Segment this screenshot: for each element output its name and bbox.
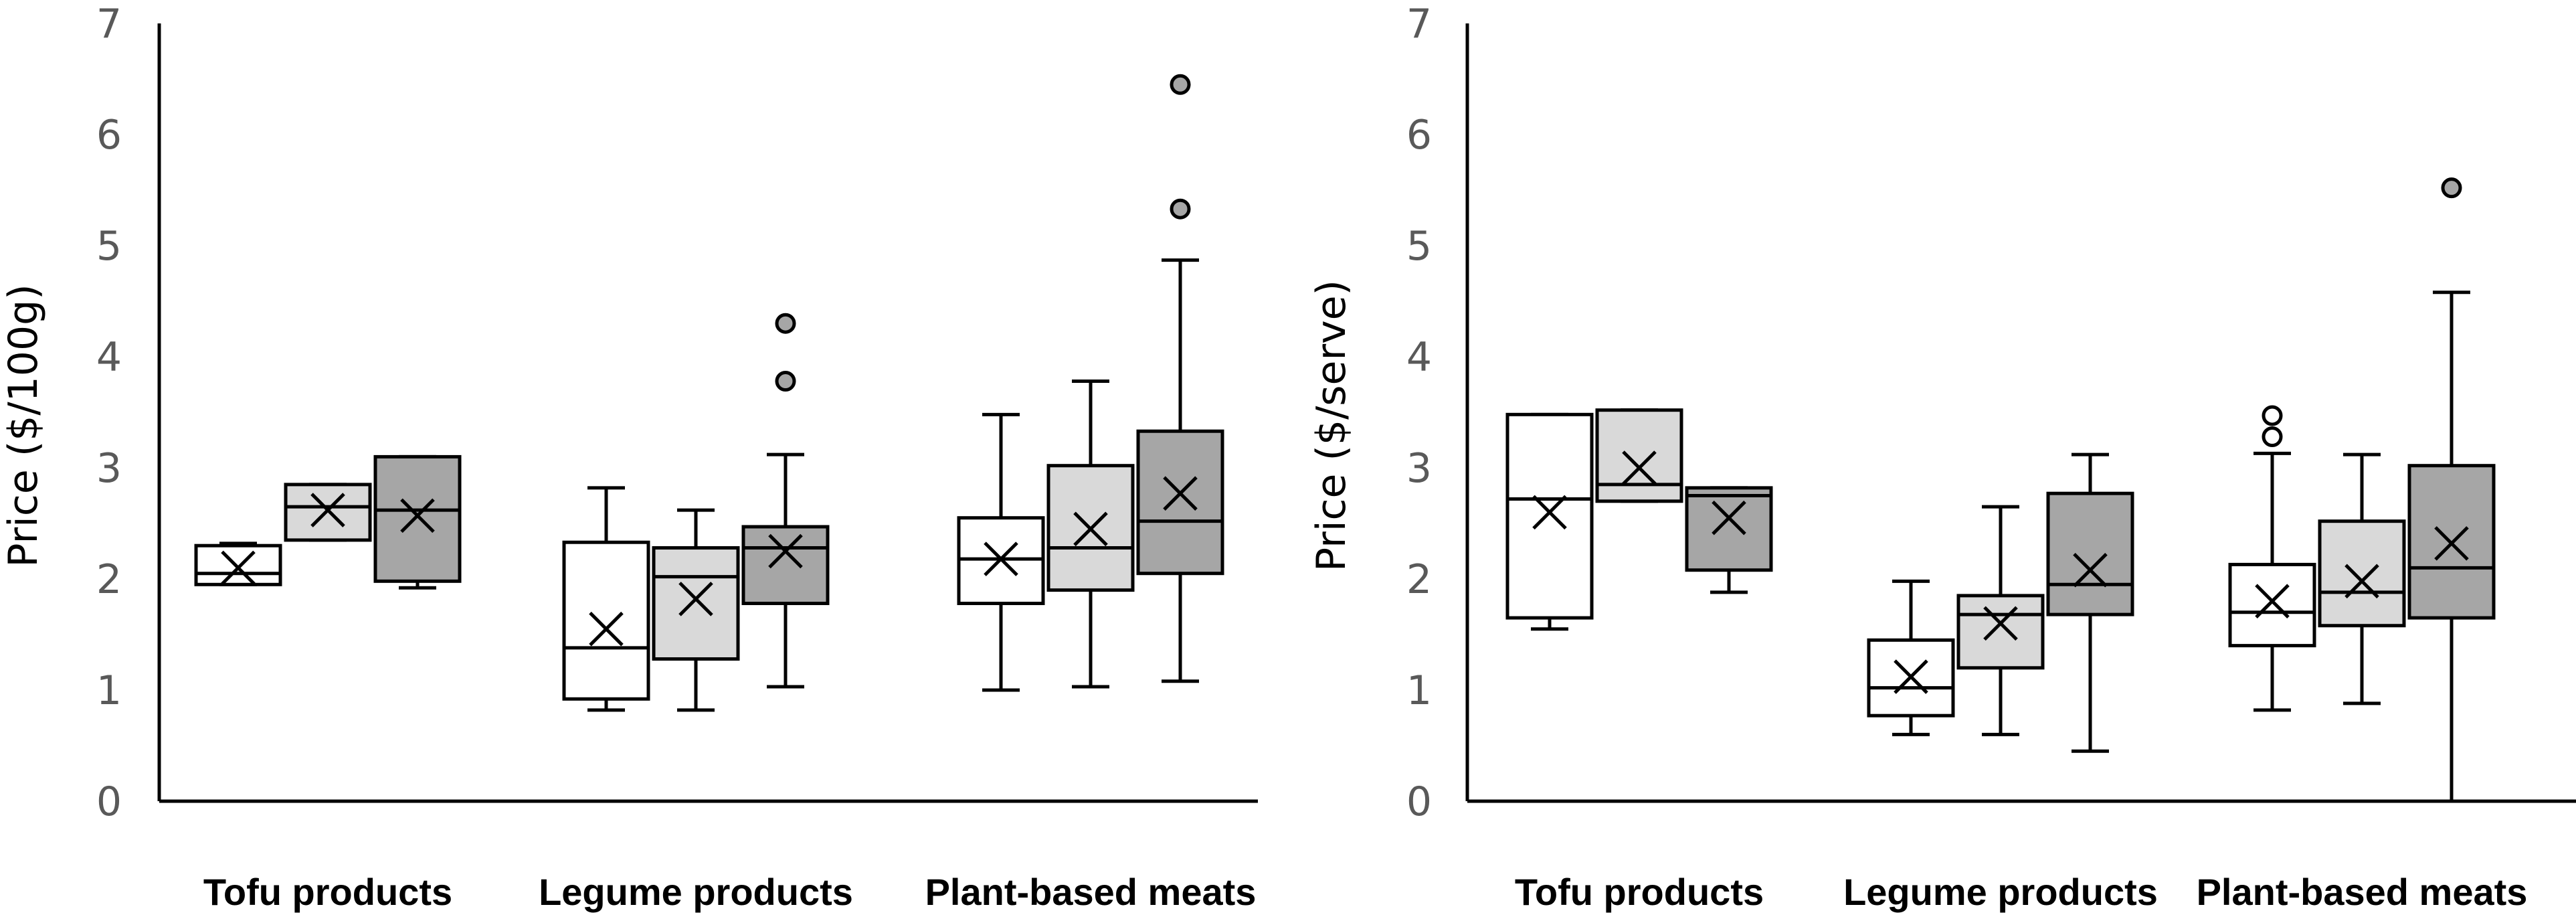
mean-marker (2255, 584, 2290, 618)
category-label: Legume products (1843, 871, 2158, 913)
chart-panel-2: 0 1 2 3 4 5 6 7 Price ($/serve) Tofu products Legu… (1308, 1, 2576, 913)
box-3-3 (1136, 74, 1224, 683)
outlier-point (2441, 177, 2462, 199)
box-3-2 (1046, 380, 1135, 689)
box-iqr (652, 546, 740, 661)
box-2-1 (562, 486, 650, 712)
mean-marker (1532, 495, 1567, 530)
mean-marker (2434, 526, 2469, 561)
box-iqr (1595, 408, 1683, 503)
y-tick-label: 4 (96, 334, 122, 381)
outlier-point (1170, 74, 1191, 95)
box-iqr (2318, 519, 2406, 628)
box-1-3 (373, 454, 462, 590)
box-3-1 (957, 412, 1045, 692)
y-tick-label: 2 (96, 556, 122, 603)
box-2-2 (652, 508, 740, 712)
y-tick-label: 5 (1406, 223, 1432, 270)
box-3-3 (2407, 177, 2496, 803)
y-tick-label: 4 (1406, 334, 1432, 381)
outlier-point (2262, 426, 2283, 448)
box-1-1 (194, 541, 282, 586)
box-1-2 (1595, 408, 1683, 503)
mean-marker (400, 498, 435, 533)
box-iqr (2228, 562, 2316, 648)
box-iqr (2046, 491, 2134, 616)
y-tick-label: 6 (96, 112, 122, 159)
box-1-3 (1685, 486, 1773, 594)
category-label: Plant-based meats (925, 871, 1257, 913)
box-1-2 (284, 483, 372, 542)
box-2-3 (741, 313, 830, 689)
category-label: Legume products (539, 871, 853, 913)
box-iqr (1505, 412, 1594, 620)
mean-marker (768, 533, 803, 569)
box-3-2 (2318, 452, 2406, 705)
y-axis-label: Price ($/serve) (1308, 280, 1355, 572)
mean-marker (2344, 564, 2379, 599)
y-tick-label: 3 (1406, 445, 1432, 492)
category-label: Tofu products (1515, 871, 1764, 913)
mean-marker (2073, 552, 2108, 588)
mean-marker (1983, 606, 2018, 641)
box-1-1 (1505, 412, 1594, 631)
mean-marker (1073, 511, 1108, 547)
box-iqr (562, 540, 650, 701)
mean-marker (1712, 500, 1746, 535)
y-tick-label: 0 (1406, 778, 1432, 825)
outlier-point (2262, 405, 2283, 426)
box-2-3 (2046, 452, 2134, 753)
outlier-point (1170, 198, 1191, 220)
y-tick-label: 2 (1406, 556, 1432, 603)
box-2-1 (1867, 579, 1955, 736)
box-3-1 (2228, 405, 2316, 712)
mean-marker (1894, 659, 1928, 694)
box-iqr (373, 454, 462, 583)
outlier-point (775, 371, 796, 392)
box-2-2 (1956, 505, 2045, 736)
box-iqr (741, 525, 830, 606)
category-label: Tofu products (203, 871, 452, 913)
outlier-point (775, 313, 796, 334)
mean-marker (678, 582, 713, 616)
box-iqr (1136, 429, 1224, 576)
y-tick-label: 7 (96, 1, 122, 48)
mean-marker (984, 541, 1018, 576)
y-tick-label: 5 (96, 223, 122, 270)
mean-marker (310, 493, 345, 527)
mean-marker (1622, 450, 1657, 485)
y-axis-label: Price ($/100g) (0, 284, 47, 567)
y-tick-label: 7 (1406, 1, 1432, 48)
box-iqr (194, 543, 282, 586)
mean-marker (221, 550, 256, 586)
box-iqr (1685, 486, 1773, 572)
y-tick-label: 6 (1406, 112, 1432, 159)
mean-marker (589, 611, 624, 647)
category-label: Plant-based meats (2197, 871, 2528, 913)
mean-marker (1163, 476, 1198, 511)
box-iqr (1956, 594, 2045, 670)
chart-panel-1: 0 1 2 3 4 5 6 7 Price ($/100g) Tofu products Legum… (0, 1, 1258, 913)
y-tick-label: 1 (96, 667, 122, 714)
y-tick-label: 1 (1406, 667, 1432, 714)
y-tick-label: 3 (96, 445, 122, 492)
y-tick-label: 0 (96, 778, 122, 825)
